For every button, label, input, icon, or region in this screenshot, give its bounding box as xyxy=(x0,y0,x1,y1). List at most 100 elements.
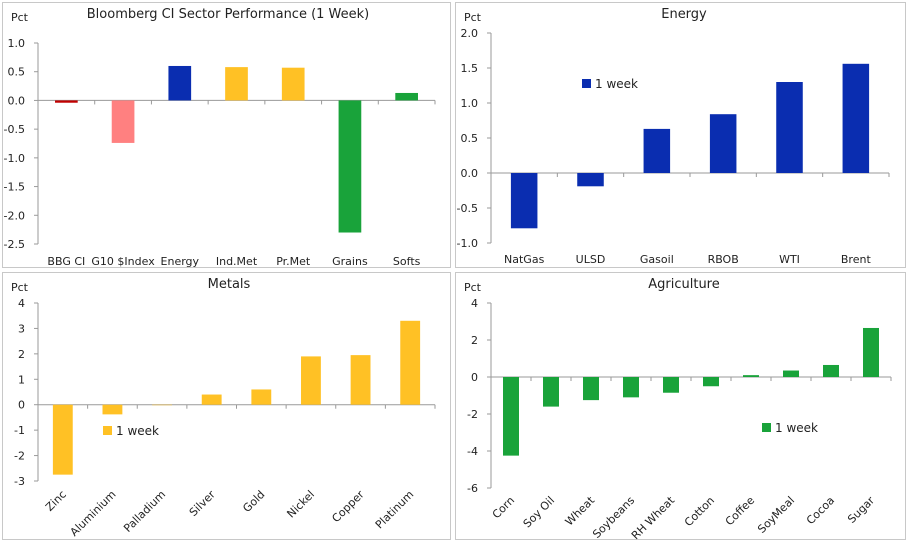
y-tick-label: 1.0 xyxy=(8,37,26,50)
bar-cotton xyxy=(703,377,719,387)
y-tick-label: 4 xyxy=(471,297,478,310)
x-tick-label: Silver xyxy=(187,488,218,519)
bar-g10-index xyxy=(111,100,135,143)
x-tick-label: Gold xyxy=(240,488,267,515)
y-tick-label: 1.0 xyxy=(461,97,479,110)
y-tick-label: 0.0 xyxy=(461,167,479,180)
x-tick-label: Wheat xyxy=(563,493,598,528)
y-axis-label: Pct xyxy=(11,11,29,24)
x-tick-label: WTI xyxy=(779,253,800,266)
bar-zinc xyxy=(52,404,73,475)
y-tick-label: 0.0 xyxy=(8,94,26,107)
y-tick-label: 4 xyxy=(18,297,25,310)
bar-wti xyxy=(776,82,803,173)
bar-ulsd xyxy=(577,173,604,187)
bar-pr-met xyxy=(281,67,305,101)
x-tick-label: Ind.Met xyxy=(216,255,258,268)
x-tick-label: G10 $Index xyxy=(91,255,155,268)
bar-cocoa xyxy=(823,364,839,377)
chart-title: Metals xyxy=(208,277,251,292)
chart-title: Energy xyxy=(661,7,707,22)
bar-coffee xyxy=(743,375,759,377)
y-tick-label: -1 xyxy=(14,424,25,437)
bar-rh-wheat xyxy=(663,377,679,393)
bar-ind-met xyxy=(225,67,248,101)
y-tick-label: 1.5 xyxy=(461,62,479,75)
chart-panel-sector: Bloomberg CI Sector Performance (1 Week)… xyxy=(2,2,451,268)
y-tick-label: 0.5 xyxy=(461,132,479,145)
bar-rbob xyxy=(709,114,737,173)
x-tick-label: Cotton xyxy=(682,494,717,529)
x-tick-label: Cocoa xyxy=(804,494,837,527)
x-tick-label: RH Wheat xyxy=(629,493,678,542)
x-tick-label: Grains xyxy=(332,255,368,268)
bar-gasoil xyxy=(643,128,671,173)
x-tick-label: Nickel xyxy=(284,488,317,521)
chart-panel-energy: Energy Pct 2.0 1.5 1.0 0.5 0.0 -0.5 -1.0 NatGas UL… xyxy=(455,2,906,268)
x-tick-label: Gasoil xyxy=(640,253,674,266)
x-tick-label: Pr.Met xyxy=(276,255,311,268)
y-axis-label: Pct xyxy=(11,281,29,294)
x-tick-label: Brent xyxy=(841,253,872,266)
x-tick-label: Platinum xyxy=(373,488,416,531)
y-tick-label: -3 xyxy=(14,475,25,488)
x-tick-label: Zinc xyxy=(43,488,69,514)
bar-silver xyxy=(201,394,222,405)
chart-svg-agriculture: Agriculture Pct 4 2 0 -2 -4 -6 Corn Soy Oil Wheat S… xyxy=(464,277,892,542)
x-tick-label: NatGas xyxy=(504,253,545,266)
x-tick-label: Sugar xyxy=(845,494,877,526)
y-axis-label: Pct xyxy=(464,11,482,24)
bar-energy xyxy=(168,65,192,101)
y-tick-label: 0 xyxy=(18,399,25,412)
x-tick-label: Soy Oil xyxy=(521,494,557,530)
bar-gold xyxy=(251,389,272,405)
y-tick-label: 2.0 xyxy=(461,27,479,40)
x-tick-label: Copper xyxy=(329,488,367,526)
y-tick-label: -1.0 xyxy=(4,152,25,165)
bar-natgas xyxy=(510,173,538,229)
chart-svg-energy: Energy Pct 2.0 1.5 1.0 0.5 0.0 -0.5 -1.0 NatGas UL… xyxy=(457,7,890,266)
y-tick-label: -0.5 xyxy=(4,123,25,136)
legend-swatch xyxy=(103,426,112,435)
x-tick-label: ULSD xyxy=(576,253,606,266)
legend-swatch xyxy=(582,79,591,88)
bar-soymeal xyxy=(783,370,799,377)
chart-title: Bloomberg CI Sector Performance (1 Week) xyxy=(87,7,370,22)
y-tick-label: -1.0 xyxy=(457,237,478,250)
x-tick-label: Aluminium xyxy=(68,488,119,539)
chart-svg-sector: Bloomberg CI Sector Performance (1 Week)… xyxy=(4,7,436,268)
y-tick-label: -6 xyxy=(467,482,478,495)
y-tick-label: -1.5 xyxy=(4,181,25,194)
bar-brent xyxy=(842,63,870,173)
bar-palladium xyxy=(152,404,172,406)
x-tick-label: Energy xyxy=(161,255,200,268)
bar-nickel xyxy=(301,356,321,405)
bar-soy-oil xyxy=(543,377,559,407)
legend-label: 1 week xyxy=(116,424,159,438)
y-tick-label: 3 xyxy=(18,322,25,335)
y-tick-label: -2 xyxy=(467,408,478,421)
bar-bbg-ci xyxy=(55,100,78,103)
y-tick-label: -2.0 xyxy=(4,209,25,222)
bar-softs xyxy=(395,92,418,101)
x-tick-label: SoyMeal xyxy=(755,494,797,536)
bar-aluminium xyxy=(102,404,123,415)
chart-title: Agriculture xyxy=(648,277,720,292)
y-tick-label: 0 xyxy=(471,371,478,384)
legend-label: 1 week xyxy=(775,421,818,435)
x-tick-label: RBOB xyxy=(708,253,739,266)
y-tick-label: 1 xyxy=(18,373,25,386)
y-tick-label: -0.5 xyxy=(457,202,478,215)
y-tick-label: 2 xyxy=(18,348,25,361)
bar-grains xyxy=(338,100,362,233)
bar-wheat xyxy=(583,377,599,401)
bar-corn xyxy=(503,377,519,456)
y-tick-label: 0.5 xyxy=(8,66,26,79)
x-tick-label: Coffee xyxy=(723,494,757,528)
x-tick-label: Corn xyxy=(490,494,517,521)
bar-copper xyxy=(350,355,371,405)
legend-label: 1 week xyxy=(595,77,638,91)
bar-platinum xyxy=(400,320,421,405)
bar-soybeans xyxy=(623,377,639,398)
